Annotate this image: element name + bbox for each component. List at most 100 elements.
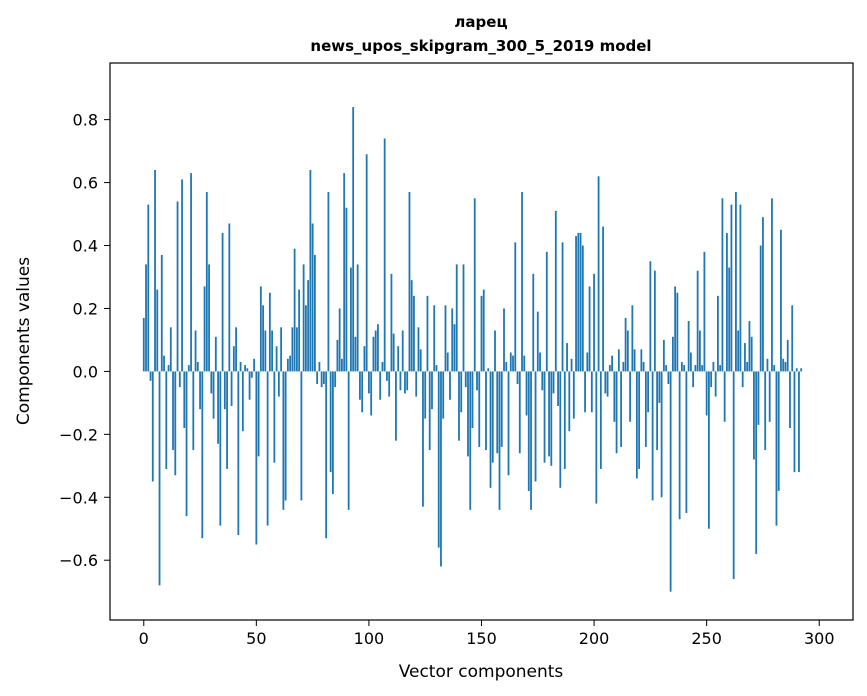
bar (494, 330, 496, 372)
bar (172, 371, 174, 451)
bar (739, 204, 742, 372)
bar (717, 295, 719, 372)
bar (298, 289, 301, 372)
bar (606, 371, 609, 397)
bar (597, 176, 600, 372)
bar (516, 371, 519, 384)
bar (525, 371, 528, 416)
bar (332, 371, 334, 495)
bar (750, 336, 753, 372)
bar (800, 368, 803, 372)
bar (181, 179, 183, 372)
bar (489, 371, 492, 488)
bar (699, 330, 701, 372)
bar (570, 358, 573, 372)
x-tick-label: 50 (246, 629, 266, 648)
bar (689, 352, 692, 372)
bar (271, 330, 274, 372)
bar (145, 264, 147, 372)
bar (401, 330, 404, 372)
bar (350, 267, 352, 372)
bar (635, 371, 638, 479)
bar (424, 371, 427, 419)
bar (259, 286, 262, 372)
bar (669, 371, 672, 592)
bar (386, 371, 388, 381)
y-tick-label: 0.4 (73, 237, 98, 256)
bar (602, 226, 604, 372)
bar (316, 371, 319, 384)
bar (590, 371, 593, 413)
bar (651, 371, 654, 501)
bar (300, 371, 303, 501)
bar (440, 371, 442, 567)
bar (588, 286, 591, 372)
bar (442, 371, 445, 419)
bar (286, 358, 289, 372)
x-axis-ticks: 0 50 100 150 200 250 300 (139, 620, 835, 648)
bar (219, 371, 222, 526)
bar (368, 371, 370, 394)
bar (365, 154, 368, 372)
bar (759, 245, 762, 372)
bar (428, 371, 431, 451)
bar (235, 327, 237, 372)
bar (469, 371, 472, 510)
bar (431, 371, 433, 410)
bar (487, 368, 490, 372)
bar (226, 371, 228, 469)
bar (169, 327, 172, 372)
bar (257, 371, 260, 457)
bar (545, 251, 548, 372)
bar (744, 343, 746, 372)
bar (311, 223, 314, 372)
bar (212, 371, 215, 419)
bar (777, 371, 780, 491)
bar (563, 371, 566, 469)
bar (322, 371, 325, 384)
bar (352, 107, 355, 372)
bar (453, 324, 456, 372)
bar (599, 371, 602, 469)
bar (795, 368, 798, 372)
bar (640, 349, 643, 372)
chart-subtitle: news_upos_skipgram_300_5_2019 model (310, 37, 651, 55)
bar (178, 371, 181, 388)
bar (422, 371, 424, 507)
bar (338, 308, 341, 372)
bar (671, 336, 674, 372)
bar (354, 336, 357, 372)
bar (268, 292, 271, 372)
bar (674, 286, 677, 372)
bar (435, 365, 438, 372)
y-tick-label: 0.2 (73, 299, 98, 318)
y-tick-label: −0.6 (59, 551, 98, 570)
bar (757, 371, 760, 425)
bar (230, 371, 233, 407)
bar (318, 361, 321, 372)
x-tick-label: 250 (691, 629, 722, 648)
bar (390, 273, 393, 372)
bar (176, 201, 179, 372)
bar (764, 371, 767, 451)
bar (482, 289, 485, 372)
bar (617, 349, 620, 372)
bar (512, 355, 514, 372)
bar (595, 371, 598, 504)
bar (273, 371, 276, 463)
bar (320, 371, 323, 388)
bar (248, 371, 251, 400)
bar (539, 352, 541, 372)
bar (498, 371, 501, 510)
bar (575, 236, 577, 372)
bar (165, 371, 168, 469)
bar (262, 305, 264, 372)
bar (523, 355, 526, 372)
bar (532, 273, 535, 372)
bar (221, 232, 224, 372)
bar (735, 192, 737, 372)
bar (291, 327, 294, 372)
bar (786, 339, 789, 372)
bar (356, 264, 359, 372)
